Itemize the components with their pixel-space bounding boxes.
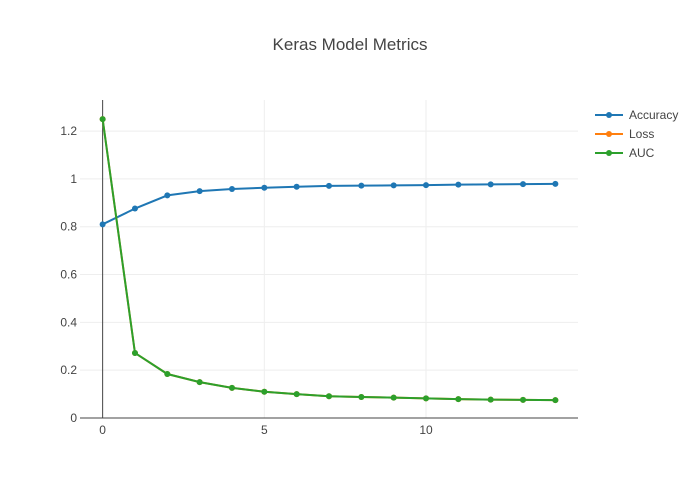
y-tick-label: 0.2 (60, 363, 77, 377)
data-point-accuracy (390, 182, 397, 189)
y-tick-label: 1.2 (60, 124, 77, 138)
data-point-accuracy (228, 185, 235, 192)
y-tick-label: 0.8 (60, 220, 77, 234)
data-point-accuracy (520, 181, 527, 188)
legend-item-loss[interactable]: Loss (595, 127, 654, 141)
legend-swatch-marker (606, 150, 612, 156)
legend-item-accuracy[interactable]: Accuracy (595, 108, 678, 122)
series-line-auc (101, 118, 556, 402)
data-point-accuracy (358, 182, 365, 189)
chart-title: Keras Model Metrics (273, 35, 428, 54)
x-tick-label: 5 (261, 423, 268, 437)
data-point-accuracy (326, 182, 332, 189)
data-point-auc (261, 388, 268, 395)
data-point-auc (487, 396, 494, 403)
data-point-auc (358, 393, 365, 400)
legend-item-auc[interactable]: AUC (595, 146, 655, 160)
data-point-auc (228, 384, 235, 391)
data-point-auc (520, 396, 527, 403)
data-point-accuracy (423, 182, 430, 189)
data-point-auc (164, 371, 171, 378)
series-layer (99, 116, 559, 404)
data-point-auc (423, 395, 430, 402)
series-line-loss (101, 118, 556, 402)
x-tick-label: 0 (99, 423, 106, 437)
y-tick-label: 0.6 (60, 268, 77, 282)
data-point-accuracy (131, 205, 138, 212)
data-point-auc (552, 397, 559, 404)
data-point-auc (390, 394, 397, 401)
y-tick-label: 1 (70, 172, 77, 186)
data-point-accuracy (293, 183, 300, 190)
axes: 0 0.2 0.4 0.6 0.8 1 1.2 0 5 10 (60, 100, 578, 437)
legend-label: Accuracy (629, 108, 678, 122)
legend-label: Loss (629, 127, 654, 141)
legend-swatch-marker (606, 131, 612, 137)
data-point-accuracy (552, 180, 559, 187)
data-point-accuracy (487, 181, 494, 188)
data-point-auc (326, 393, 332, 400)
data-point-accuracy (261, 184, 268, 191)
data-point-accuracy (164, 192, 171, 199)
legend-label: AUC (629, 146, 655, 160)
gridlines (80, 100, 578, 418)
series-line-accuracy (102, 182, 556, 226)
data-point-accuracy (196, 188, 203, 195)
y-tick-label: 0 (70, 411, 77, 425)
series-auc (99, 116, 559, 404)
data-point-auc (455, 396, 462, 403)
data-point-auc (99, 116, 106, 123)
data-point-auc (131, 349, 138, 356)
y-tick-label: 0.4 (60, 315, 77, 329)
data-point-auc (293, 391, 300, 398)
data-point-accuracy (99, 221, 106, 228)
legend-swatch-marker (606, 112, 612, 118)
data-point-accuracy (455, 181, 462, 188)
series-loss (99, 116, 559, 404)
data-point-auc (196, 379, 203, 386)
series-accuracy (99, 180, 559, 228)
x-tick-label: 10 (419, 423, 433, 437)
legend[interactable]: Accuracy Loss AUC (595, 108, 678, 160)
